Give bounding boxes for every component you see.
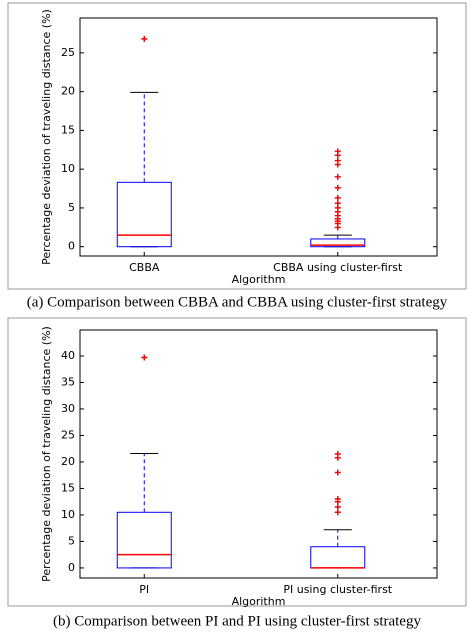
y-tick-label: 15 [61,123,75,136]
y-tick-label: 10 [61,162,75,175]
panel-frame [7,2,467,290]
x-tick-label: PI using cluster-first [283,583,392,596]
outlier [334,184,341,191]
x-tick-label: CBBA using cluster-first [273,261,403,274]
outlier [334,496,341,503]
y-tick-label: 20 [61,455,75,468]
caption: (b) Comparison between PI and PI using c… [53,613,421,629]
y-tick-label: 15 [61,481,75,494]
outlier [334,451,341,457]
x-tick-label: CBBA [129,261,160,274]
y-tick-label: 30 [61,402,75,415]
outlier [334,148,341,155]
y-tick-label: 25 [61,46,75,59]
y-tick-label: 5 [68,534,75,547]
y-tick-label: 0 [68,561,75,574]
outlier [141,35,148,42]
outlier [334,157,341,164]
outlier [334,200,341,207]
y-axis-label: Percentage deviation of traveling distan… [40,326,53,582]
x-axis-label: Algorithm [232,595,286,608]
outlier [334,509,341,516]
box [116,181,172,248]
plot-area [79,17,438,257]
y-tick-label: 25 [61,428,75,441]
box [116,511,172,569]
y-tick-label: 10 [61,508,75,521]
outlier [334,194,341,201]
outlier [141,354,148,361]
x-tick-label: PI [139,583,149,596]
outlier [334,503,341,510]
box [310,546,366,569]
outlier [334,173,341,180]
outlier [334,469,341,476]
box [310,238,366,248]
x-axis-label: Algorithm [232,273,286,286]
y-axis-label: Percentage deviation of traveling distan… [40,9,53,265]
y-tick-label: 5 [68,201,75,214]
panel-frame [7,317,467,607]
y-tick-label: 0 [68,240,75,253]
caption: (a) Comparison between CBBA and CBBA usi… [27,294,448,310]
y-tick-label: 20 [61,85,75,98]
y-tick-label: 40 [61,349,75,362]
plot-area [79,329,438,579]
y-tick-label: 35 [61,375,75,388]
